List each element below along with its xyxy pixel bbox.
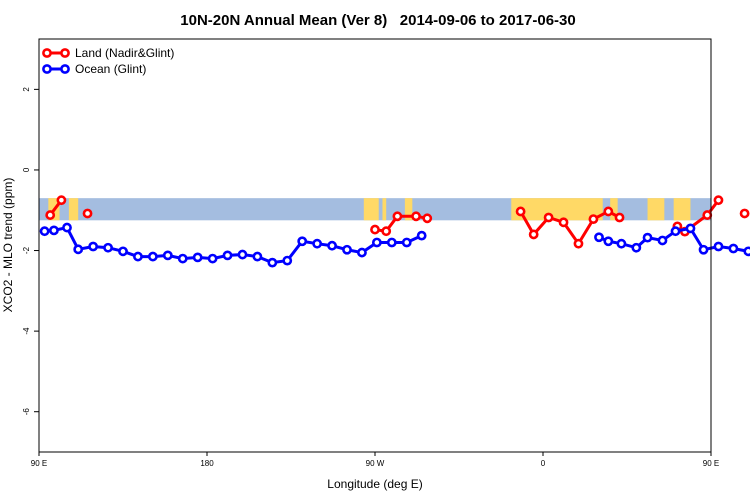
data-point: [237, 249, 248, 260]
data-point: [670, 226, 681, 237]
data-point: [56, 195, 67, 206]
data-point: [657, 235, 668, 246]
data-point: [177, 253, 188, 264]
y-tick-label: -6: [22, 408, 31, 416]
data-point: [698, 244, 709, 255]
data-point: [267, 257, 278, 268]
data-point: [88, 241, 99, 252]
x-tick-label: 0: [541, 459, 546, 468]
data-point: [73, 244, 84, 255]
data-point: [573, 238, 584, 249]
data-point: [297, 236, 308, 247]
land-patch: [610, 198, 618, 221]
data-point: [381, 226, 392, 237]
data-point: [39, 226, 50, 237]
data-point: [370, 224, 380, 235]
data-point: [342, 244, 352, 255]
data-point: [515, 206, 526, 217]
land-patch: [382, 198, 387, 221]
legend-item: Land (Nadir&Glint): [42, 46, 174, 60]
data-point: [739, 208, 750, 219]
data-point: [642, 232, 653, 243]
data-point: [631, 242, 642, 253]
data-point: [133, 251, 143, 262]
data-point: [702, 210, 713, 220]
data-point: [558, 217, 569, 228]
chart-title: 10N-20N Annual Mean (Ver 8) 2014-09-06 t…: [180, 12, 575, 29]
data-point: [614, 212, 625, 223]
data-point: [713, 195, 724, 206]
legend-marker: [60, 64, 70, 74]
series-layer: [39, 195, 750, 268]
x-tick-label: 180: [200, 459, 214, 468]
y-axis-label: XCO2 - MLO trend (ppm): [1, 178, 15, 313]
data-point: [222, 250, 233, 261]
data-point: [62, 222, 72, 233]
data-point: [543, 212, 554, 223]
legend-label: Ocean (Glint): [75, 62, 146, 76]
data-point: [422, 213, 433, 224]
land-patch: [673, 198, 691, 221]
legend-marker: [42, 64, 52, 74]
x-tick-label: 90 W: [366, 459, 385, 468]
land-patch: [363, 198, 379, 221]
data-point: [588, 214, 599, 225]
data-point: [371, 237, 382, 248]
legend: Land (Nadir&Glint) Ocean (Glint): [42, 46, 174, 76]
land-patch: [404, 198, 413, 221]
legend-marker: [42, 48, 52, 58]
x-tick-label: 90 E: [703, 459, 719, 468]
data-point: [252, 251, 263, 262]
y-tick-label: 0: [22, 167, 31, 172]
y-tick-label: -2: [22, 246, 31, 254]
data-point: [207, 253, 218, 264]
legend-marker: [60, 48, 70, 58]
data-point: [357, 247, 367, 258]
data-point: [49, 225, 59, 236]
legend-item: Ocean (Glint): [42, 62, 146, 76]
x-axis: 90 E 180 90 W 0 90 E: [31, 452, 719, 468]
data-point: [685, 223, 696, 234]
data-point: [386, 237, 397, 248]
data-point: [392, 211, 403, 222]
data-point: [45, 210, 56, 220]
x-tick-label: 90 E: [31, 459, 47, 468]
y-tick-label: -4: [22, 327, 31, 335]
data-point: [192, 252, 203, 263]
data-point: [118, 246, 128, 257]
data-point: [603, 206, 614, 217]
data-point: [327, 240, 337, 251]
data-point: [312, 238, 323, 249]
data-point: [416, 230, 427, 241]
data-point: [82, 208, 93, 219]
data-point: [594, 232, 604, 243]
y-tick-label: 2: [22, 87, 31, 92]
data-point: [728, 243, 739, 254]
series-line: [44, 225, 423, 265]
background-map-band: [39, 198, 711, 221]
series-land: [45, 195, 750, 249]
data-point: [713, 241, 724, 252]
x-axis-label: Longitude (deg E): [327, 477, 422, 491]
land-patch: [511, 198, 603, 221]
data-point: [616, 238, 627, 249]
data-point: [411, 211, 421, 222]
series-ocean: [39, 222, 750, 268]
data-point: [528, 229, 539, 240]
land-patch: [68, 198, 79, 221]
y-axis: 2 0 -2 -4 -6: [22, 87, 39, 416]
data-point: [282, 255, 293, 266]
data-point: [103, 242, 113, 253]
data-point: [162, 250, 173, 261]
data-point: [147, 251, 158, 262]
data-point: [603, 236, 614, 247]
data-point: [401, 237, 412, 248]
legend-label: Land (Nadir&Glint): [75, 46, 174, 60]
land-patch: [647, 198, 665, 221]
data-point: [743, 246, 750, 257]
